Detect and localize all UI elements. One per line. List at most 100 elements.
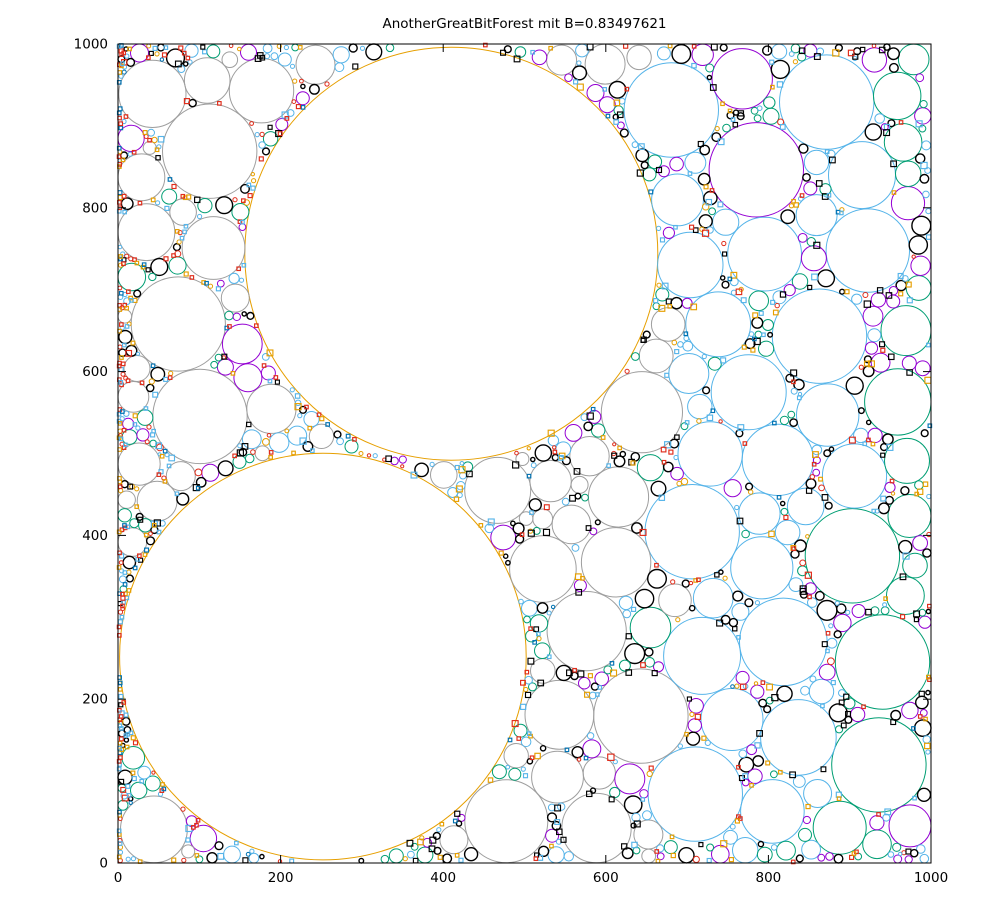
packed-circle xyxy=(259,853,265,860)
marker-square xyxy=(164,205,170,211)
packed-circle xyxy=(656,46,671,61)
packed-circle xyxy=(809,675,817,683)
y-tick-label: 600 xyxy=(82,364,108,380)
packed-circle xyxy=(619,128,629,138)
packed-circle xyxy=(796,383,860,447)
packed-circle xyxy=(641,848,657,864)
marker-square xyxy=(832,49,840,57)
marker-square xyxy=(120,157,126,163)
packed-circle xyxy=(910,255,931,276)
packed-circle xyxy=(653,661,664,673)
marker-square xyxy=(437,854,443,860)
packed-circle xyxy=(159,520,166,527)
y-tick-label: 200 xyxy=(82,692,108,708)
marker-square xyxy=(454,464,460,471)
marker-square xyxy=(526,731,532,736)
marker-square xyxy=(117,70,123,75)
marker-square xyxy=(121,794,129,802)
packed-circle xyxy=(726,111,735,120)
packed-circle xyxy=(638,338,674,374)
packed-circle xyxy=(117,849,124,855)
packed-circle xyxy=(771,43,788,60)
packed-circle xyxy=(385,43,395,53)
packed-circle xyxy=(232,454,247,469)
packed-circle xyxy=(873,71,922,121)
packed-circle xyxy=(828,446,835,453)
packed-circle xyxy=(922,190,930,199)
packed-circle xyxy=(528,498,542,512)
packed-circle xyxy=(915,73,925,83)
packed-circle xyxy=(642,810,652,821)
packed-circle xyxy=(819,183,832,196)
marker-square xyxy=(120,591,125,597)
marker-square xyxy=(776,81,784,88)
marker-square xyxy=(217,852,225,860)
marker-square xyxy=(865,608,872,616)
packed-circle xyxy=(721,280,730,289)
packed-circle xyxy=(576,757,582,762)
packed-circle xyxy=(143,134,149,139)
packed-circle xyxy=(723,479,742,498)
marker-square xyxy=(840,722,847,729)
packed-circle xyxy=(582,739,602,759)
marker-square xyxy=(883,596,888,601)
packed-circle xyxy=(407,850,415,859)
marker-square xyxy=(267,378,273,384)
packed-circle xyxy=(268,432,290,453)
packed-circle xyxy=(129,518,140,529)
marker-square xyxy=(754,742,761,749)
packed-circle xyxy=(214,353,223,362)
packed-circle xyxy=(793,378,805,391)
packed-circle xyxy=(168,256,187,275)
packed-circle xyxy=(260,365,276,381)
marker-square xyxy=(732,121,739,128)
marker-square xyxy=(258,156,264,162)
packed-circle xyxy=(863,355,873,364)
packed-circle xyxy=(184,43,199,58)
packed-circle xyxy=(706,74,713,81)
marker-square xyxy=(300,105,306,110)
marker-square xyxy=(122,582,128,587)
marker-square xyxy=(670,852,676,859)
marker-square xyxy=(116,766,122,772)
packed-circle xyxy=(914,153,926,164)
packed-circle xyxy=(308,423,335,449)
packed-circle xyxy=(758,698,768,708)
packed-circle xyxy=(241,311,247,317)
packed-circle xyxy=(532,526,541,535)
packed-circle xyxy=(240,43,257,61)
marker-square xyxy=(118,736,124,742)
packed-circle xyxy=(197,213,203,220)
packed-circle xyxy=(128,800,133,805)
packed-circle xyxy=(270,52,279,61)
packed-circle xyxy=(207,283,214,289)
packed-circle xyxy=(801,839,821,860)
marker-square xyxy=(720,101,725,107)
packed-circle xyxy=(159,57,165,62)
packed-circle xyxy=(712,208,740,236)
marker-square xyxy=(124,744,130,750)
marker-square xyxy=(412,857,419,864)
packed-circle xyxy=(300,83,306,90)
packed-circle xyxy=(127,151,133,157)
packed-circle xyxy=(433,846,442,855)
marker-square xyxy=(703,184,709,190)
packed-circle xyxy=(750,106,759,115)
marker-square xyxy=(717,201,724,208)
marker-square xyxy=(830,680,836,686)
packed-circle xyxy=(232,312,242,321)
marker-square xyxy=(583,755,589,761)
marker-square xyxy=(466,470,473,478)
marker-square xyxy=(889,478,895,484)
marker-square xyxy=(520,679,526,686)
marker-square xyxy=(124,305,129,311)
marker-square xyxy=(714,572,720,578)
packed-circle xyxy=(619,450,627,458)
packed-circle xyxy=(117,344,123,350)
marker-square xyxy=(613,119,619,125)
packed-circle xyxy=(117,285,123,291)
marker-square xyxy=(143,532,149,538)
packed-circle xyxy=(168,370,174,376)
marker-square xyxy=(241,443,249,450)
marker-square xyxy=(125,378,131,384)
